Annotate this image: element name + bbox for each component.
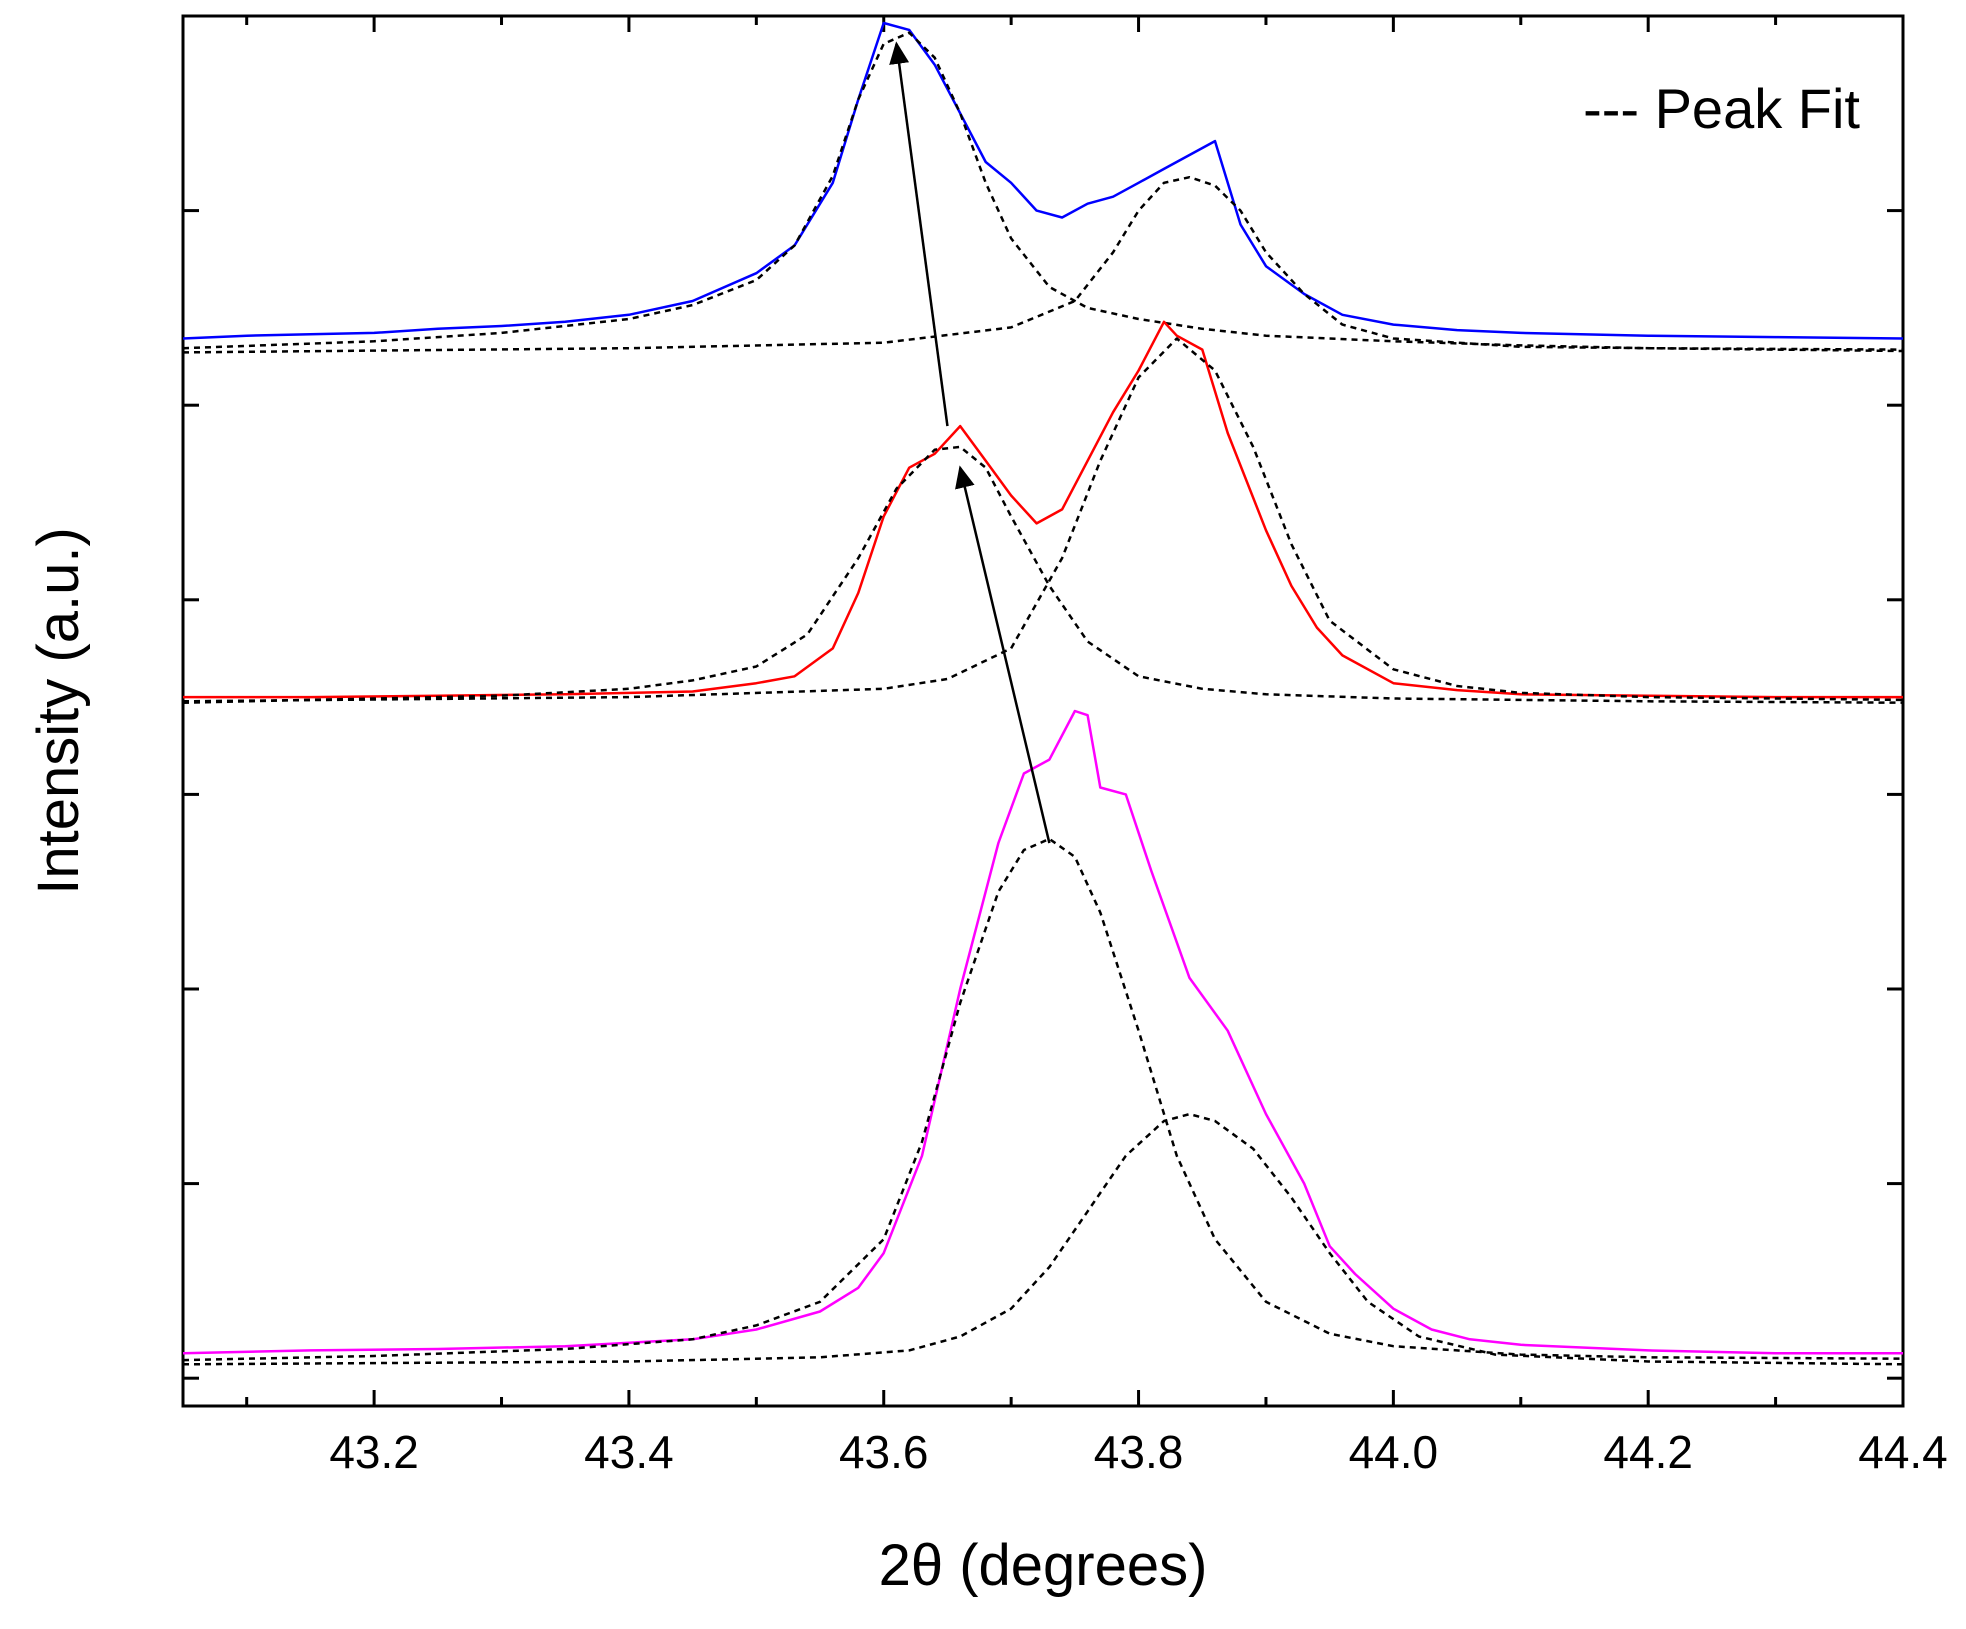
series-line-1 [182,31,1904,351]
x-tick-label: 43.4 [584,1426,674,1478]
x-axis-label: 2θ (degrees) [879,1533,1208,1598]
plot-frame [181,14,1905,1408]
series-line-2 [182,175,1904,354]
legend-label: --- Peak Fit [1583,77,1860,140]
series-line-8 [182,1112,1904,1366]
series-line-7 [182,837,1904,1362]
y-axis-label: Intensity (a.u.) [26,527,91,894]
x-tick-label: 43.2 [329,1426,419,1478]
x-tick-label: 44.2 [1603,1426,1693,1478]
series-line-3 [183,320,1903,699]
series-line-4 [182,445,1904,704]
series-line-6 [182,709,1903,1355]
x-tick-label: 44.4 [1858,1426,1948,1478]
x-tick-label: 43.6 [839,1426,929,1478]
annotations [889,41,1051,844]
x-tick-label: 43.8 [1094,1426,1184,1478]
series-line-5 [182,337,1904,703]
x-tick-label: 44.0 [1349,1426,1439,1478]
shift-arrow-1 [889,41,949,427]
ticks: 43.2 43.4 43.6 43.8 44.0 44.2 44.4 [183,16,1948,1478]
series-line-0 [182,21,1904,340]
series [182,21,1904,1366]
shift-arrow-0 [955,465,1051,844]
